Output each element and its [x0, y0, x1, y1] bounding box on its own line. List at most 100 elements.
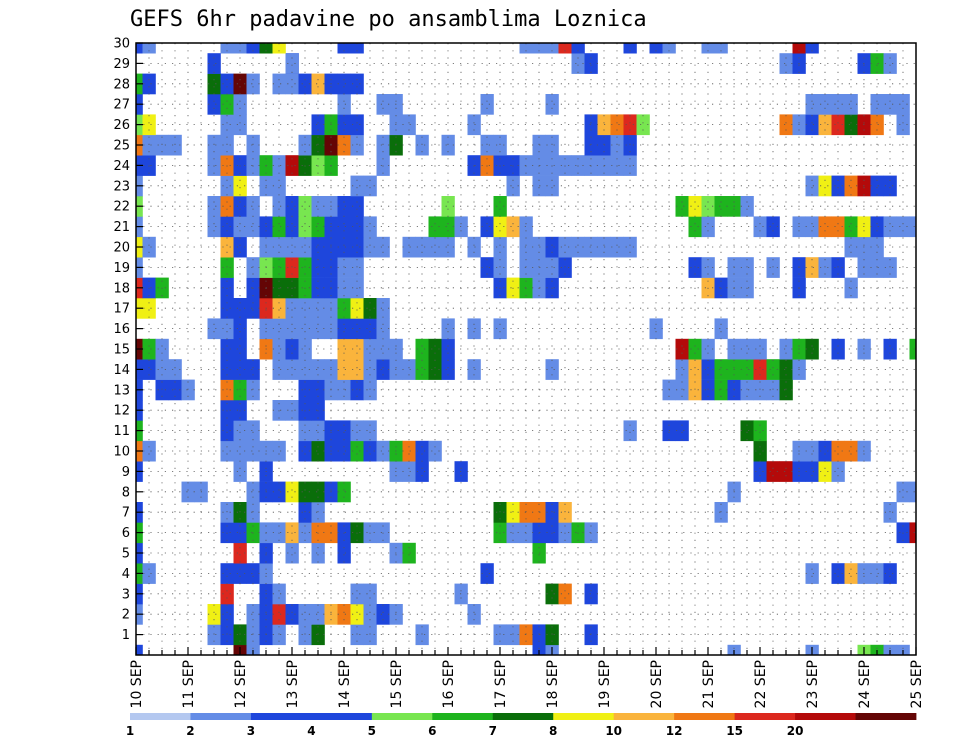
heatmap-cell	[831, 114, 845, 136]
heatmap-cell	[207, 53, 221, 74]
heatmap-cell	[246, 216, 260, 238]
y-tick-label: 16	[113, 322, 130, 337]
heatmap-cell	[220, 236, 234, 258]
heatmap-cell	[285, 298, 299, 319]
x-axis: 10 SEP 11 SEP 12 SEP 13 SEP 14 SEP 15 SEP 16 S…	[129, 647, 925, 708]
heatmap-cell	[246, 73, 260, 95]
heatmap-cell	[532, 624, 546, 646]
y-tick-label: 23	[113, 179, 130, 194]
heatmap-cell	[831, 216, 845, 238]
y-tick-label: 17	[113, 302, 130, 317]
heatmap-cell	[142, 338, 156, 360]
y-tick-label: 21	[113, 220, 130, 235]
heatmap-cell	[740, 359, 754, 380]
heatmap-cell	[350, 624, 364, 646]
heatmap-cell	[298, 236, 312, 258]
heatmap-cell	[350, 338, 364, 360]
y-tick-label: 10	[113, 445, 130, 460]
heatmap-cell	[272, 236, 286, 258]
heatmap-cell	[298, 338, 312, 360]
heatmap-cell	[688, 196, 702, 217]
heatmap-cell	[272, 196, 286, 217]
color-legend: 1 2 3 4 5 6 7 8 10 12 15 20	[126, 713, 917, 738]
heatmap-cell	[493, 318, 507, 340]
heatmap-cell	[428, 236, 442, 258]
heatmap-cell	[714, 196, 728, 217]
heatmap-cell	[350, 420, 364, 442]
heatmap-cell	[337, 94, 351, 115]
heatmap-cell	[168, 134, 182, 156]
legend-label: 12	[666, 724, 683, 738]
heatmap-cell	[207, 624, 221, 646]
heatmap-cell	[831, 257, 845, 278]
heatmap-cell	[337, 134, 351, 156]
heatmap-cell	[766, 379, 780, 401]
y-tick-label: 7	[122, 506, 130, 521]
heatmap-cell	[818, 114, 832, 136]
x-tick-label: 21 SEP	[701, 660, 717, 708]
heatmap-cell	[233, 94, 247, 115]
heatmap-cell	[883, 94, 897, 115]
x-tick-label: 22 SEP	[753, 660, 769, 708]
y-tick-label: 25	[113, 139, 130, 154]
heatmap-cell	[701, 216, 715, 238]
heatmap-cell	[545, 624, 559, 646]
y-tick-label: 5	[122, 547, 130, 562]
y-tick-label: 19	[113, 261, 130, 276]
heatmap-cell	[220, 338, 234, 360]
heatmap-cell	[623, 236, 637, 258]
heatmap-cell	[285, 481, 299, 503]
heatmap-cell	[909, 216, 917, 238]
y-tick-label: 4	[122, 567, 130, 582]
heatmap-cell	[428, 338, 442, 360]
heatmap-cell	[350, 43, 364, 54]
heatmap-cell	[532, 236, 546, 258]
heatmap-cell	[688, 338, 702, 360]
heatmap-cell	[220, 257, 234, 278]
heatmap-cell	[818, 461, 832, 482]
heatmap-cell	[779, 461, 793, 482]
heatmap-cell	[298, 379, 312, 401]
heatmap-cell	[220, 359, 234, 380]
heatmap-cell	[285, 236, 299, 258]
heatmap-cell	[545, 502, 559, 523]
heatmap-cell	[610, 134, 624, 156]
heatmap-cell	[688, 359, 702, 380]
heatmap-cell	[506, 175, 520, 197]
heatmap-cell	[558, 583, 572, 605]
heatmap-cell	[545, 43, 559, 54]
heatmap-cell	[246, 481, 260, 503]
legend-label: 2	[186, 724, 194, 738]
heatmap-cell	[714, 502, 728, 523]
heatmap-cell	[558, 43, 572, 54]
heatmap-cell	[311, 604, 325, 625]
x-tick-label: 23 SEP	[805, 660, 821, 708]
legend-swatch	[250, 713, 312, 720]
heatmap-cell	[363, 379, 377, 401]
heatmap-cell	[272, 481, 286, 503]
heatmap-cell	[207, 318, 221, 340]
heatmap-cell	[259, 43, 273, 54]
heatmap-cell	[220, 440, 234, 462]
heatmap-cell	[753, 379, 767, 401]
heatmap-cell	[545, 257, 559, 278]
heatmap-cells	[136, 43, 917, 656]
heatmap-cell	[467, 604, 481, 625]
heatmap-cell	[246, 379, 260, 401]
heatmap-cell	[519, 257, 533, 278]
heatmap-cell	[350, 583, 364, 605]
heatmap-cell	[805, 43, 819, 54]
heatmap-cell	[753, 338, 767, 360]
heatmap-cell	[675, 379, 689, 401]
heatmap-cell	[233, 379, 247, 401]
heatmap-cell	[363, 298, 377, 319]
heatmap-cell	[740, 338, 754, 360]
heatmap-cell	[532, 257, 546, 278]
heatmap-cell	[181, 481, 195, 503]
heatmap-cell	[805, 175, 819, 197]
legend-swatch	[311, 713, 373, 720]
heatmap-cell	[766, 216, 780, 238]
heatmap-cell	[298, 604, 312, 625]
heatmap-cell	[714, 318, 728, 340]
heatmap-cell	[207, 94, 221, 115]
